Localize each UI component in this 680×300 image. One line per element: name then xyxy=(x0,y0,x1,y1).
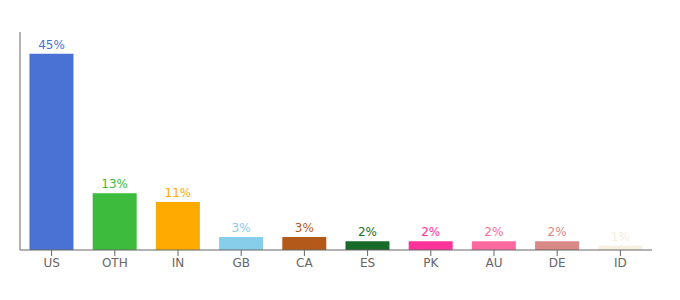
svg-text:CA: CA xyxy=(296,256,313,270)
svg-text:AU: AU xyxy=(486,256,503,270)
svg-text:3%: 3% xyxy=(295,221,314,235)
svg-text:45%: 45% xyxy=(38,38,65,52)
svg-text:GB: GB xyxy=(232,256,250,270)
svg-text:11%: 11% xyxy=(165,186,192,200)
svg-text:OTH: OTH xyxy=(102,256,128,270)
svg-text:DE: DE xyxy=(549,256,566,270)
svg-text:2%: 2% xyxy=(484,225,503,239)
svg-text:1%: 1% xyxy=(611,230,630,244)
svg-text:2%: 2% xyxy=(548,225,567,239)
svg-text:IN: IN xyxy=(172,256,185,270)
svg-text:US: US xyxy=(43,256,59,270)
svg-text:3%: 3% xyxy=(232,221,251,235)
svg-text:ES: ES xyxy=(360,256,375,270)
svg-text:13%: 13% xyxy=(101,177,128,191)
svg-text:2%: 2% xyxy=(421,225,440,239)
svg-text:PK: PK xyxy=(423,256,439,270)
svg-text:ID: ID xyxy=(614,256,627,270)
svg-text:2%: 2% xyxy=(358,225,377,239)
